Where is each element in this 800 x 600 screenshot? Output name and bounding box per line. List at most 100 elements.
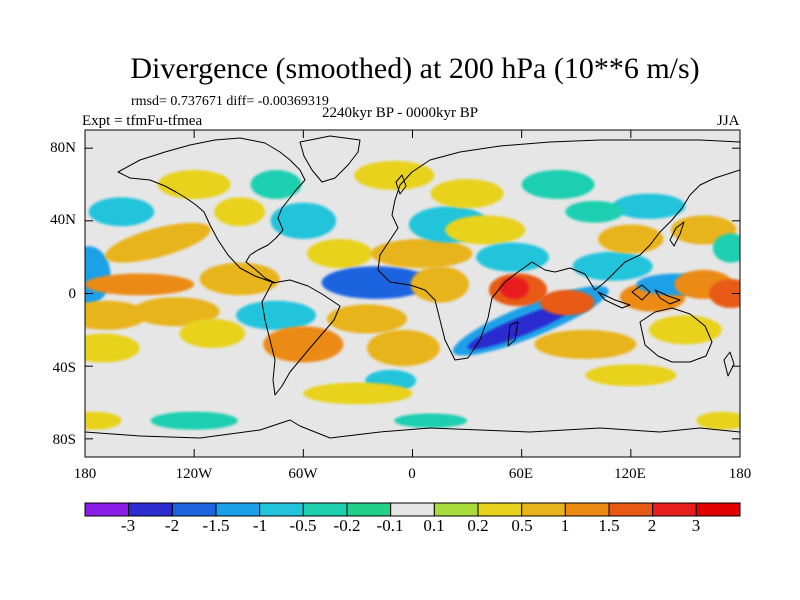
field-patch: [104, 222, 211, 263]
field-patch: [499, 277, 529, 299]
colorbar-swatch: [652, 502, 697, 517]
antarctica-coast: [85, 419, 740, 439]
field-patch: [132, 297, 220, 327]
lon-tick-label: 60E: [508, 466, 534, 482]
field-patch: [263, 326, 344, 363]
colorbar-swatch: [259, 502, 304, 517]
colorbar-label: -1.5: [202, 516, 230, 535]
britain-coast: [395, 174, 407, 195]
field-patch: [572, 251, 653, 281]
field-patch: [270, 202, 337, 239]
lon-tick-label: 60W: [288, 466, 318, 482]
lon-tick-label: 180: [728, 466, 752, 482]
field-patch: [612, 193, 686, 220]
map-ticks: [84, 130, 741, 457]
field-patch: [445, 215, 526, 245]
eurasia-africa-coast: [377, 139, 740, 361]
lat-tick-label: 40S: [52, 360, 76, 376]
colorbar-swatch: [171, 502, 217, 517]
lat-tick-label: 80S: [52, 432, 76, 448]
field-patch: [539, 289, 595, 316]
colorbar-label: 0.5: [511, 516, 533, 535]
colorbar-swatch: [477, 502, 523, 517]
field-patch: [321, 266, 431, 299]
field-patch: [199, 262, 280, 296]
colorbar-swatch: [390, 502, 435, 517]
madagascar-coast: [507, 321, 519, 347]
statistics-line: rmsd= 0.737671 diff= -0.00369319: [131, 94, 329, 109]
colorbar-label: 1: [560, 516, 570, 535]
field-patch: [521, 169, 595, 200]
coastlines: [85, 135, 740, 439]
lon-tick-label: 120W: [175, 466, 213, 482]
lon-tick-label: 120E: [614, 466, 646, 482]
south-america-coast: [261, 279, 341, 396]
new-zealand-coast: [723, 351, 735, 377]
japan-coast: [669, 221, 685, 247]
colorbar-label: 3: [691, 516, 701, 535]
colorbar-swatch: [215, 502, 261, 517]
period-label: 2240kyr BP - 0000kyr BP: [322, 105, 479, 121]
field-patch: [303, 382, 413, 405]
field-patch: [712, 233, 740, 263]
colorbar-label: -0.1: [376, 516, 404, 535]
colorbar-swatch: [564, 502, 610, 517]
colorbar-swatch: [302, 502, 348, 517]
field-patch: [236, 300, 317, 330]
colorbar-label: 2: [647, 516, 657, 535]
field-patch: [649, 315, 722, 345]
field-patch: [326, 304, 408, 334]
colorbar-swatch: [608, 502, 654, 517]
field-patch: [367, 329, 440, 367]
lat-tick-label: 0: [68, 286, 77, 302]
figure-title: Divergence (smoothed) at 200 hPa (10**6 …: [130, 52, 700, 85]
field-patch: [306, 239, 373, 269]
field-patch: [85, 333, 140, 363]
field-patch: [565, 200, 624, 223]
colorbar-swatch: [84, 502, 130, 517]
colorbar-label: 0.1: [423, 516, 445, 535]
colorbar-label: -3: [120, 516, 136, 535]
field-patch: [476, 242, 549, 272]
colorbar-label: 1.5: [598, 516, 620, 535]
field-patch: [85, 300, 147, 330]
north-america-coast: [117, 137, 306, 284]
colorbar-label: -0.2: [333, 516, 361, 535]
field-patch: [410, 266, 469, 303]
colorbar-swatch: [521, 502, 566, 517]
field-patch: [467, 302, 576, 350]
indonesia-coast: [597, 284, 681, 309]
colorbar-swatch: [128, 502, 173, 517]
colorbar-swatch: [346, 502, 392, 517]
colorbar-label: 0.2: [467, 516, 489, 535]
colorbar-swatch: [433, 502, 479, 517]
field-patch: [394, 413, 468, 428]
field-patch: [585, 364, 677, 387]
field-patch: [696, 411, 740, 430]
lon-tick-label: 0: [408, 466, 416, 482]
lat-tick-label: 80N: [50, 140, 76, 156]
field-patch: [354, 160, 435, 190]
greenland-coast: [299, 135, 361, 183]
field-patch: [430, 179, 504, 209]
colorbar-label: -0.5: [289, 516, 317, 535]
field-patch: [88, 197, 155, 227]
field-patch: [598, 224, 664, 254]
colorbar: [84, 502, 741, 517]
colorbar-swatch: [695, 502, 741, 517]
field-patch: [370, 239, 473, 269]
field-patch: [250, 169, 302, 200]
lon-tick-label: 180: [73, 466, 97, 482]
experiment-label: Expt = tfmFu-tfmea: [82, 113, 203, 129]
field-patch: [85, 411, 122, 430]
field-patch: [85, 273, 195, 296]
field-patch: [534, 329, 637, 359]
field-patch: [150, 411, 238, 430]
field-patch: [709, 278, 740, 309]
field-patch: [214, 197, 266, 227]
lat-tick-label: 40N: [50, 212, 76, 228]
australia-coast: [639, 307, 713, 363]
season-label: JJA: [717, 113, 740, 129]
colorbar-label: -1: [252, 516, 268, 535]
